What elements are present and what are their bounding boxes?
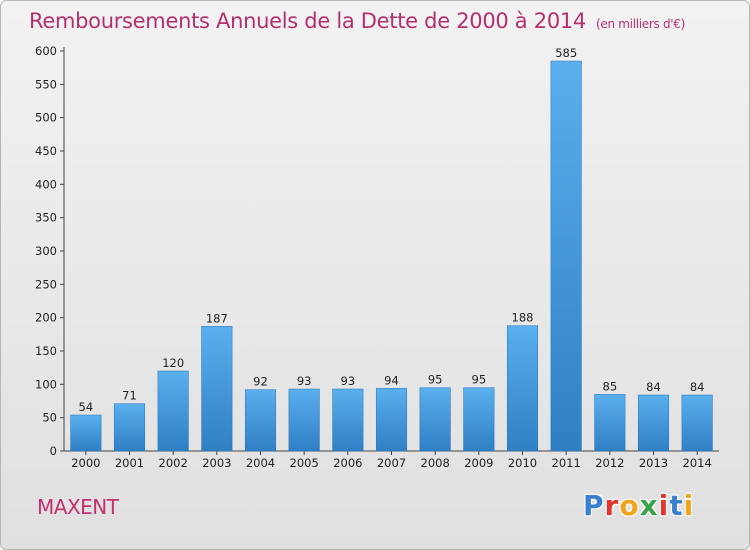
bar-value-label: 120 <box>162 356 184 370</box>
y-tick-label: 250 <box>35 277 57 291</box>
bar <box>157 370 189 452</box>
y-tick-label: 200 <box>35 311 57 325</box>
bar-value-label: 94 <box>384 373 399 387</box>
y-tick-label: 100 <box>35 377 57 391</box>
bar <box>201 326 233 452</box>
x-tick-label: 2007 <box>377 456 406 470</box>
bar <box>594 394 626 452</box>
logo-letter: x <box>639 489 659 522</box>
bar-value-label: 84 <box>646 380 661 394</box>
bar <box>550 60 582 452</box>
bar <box>375 388 408 452</box>
logo-letter: t <box>669 489 684 522</box>
commune-name: MAXENT <box>37 495 119 519</box>
bar <box>113 403 146 452</box>
bar-value-label: 585 <box>555 46 577 60</box>
x-tick-label: 2008 <box>421 456 450 470</box>
x-tick-label: 2006 <box>333 456 362 470</box>
chart-title: Remboursements Annuels de la Dette de 20… <box>29 9 685 33</box>
x-tick-label: 2003 <box>202 456 231 470</box>
logo-letter: o <box>619 489 640 522</box>
y-tick-label: 550 <box>35 77 57 91</box>
x-tick-label: 2013 <box>639 456 668 470</box>
y-tick-label: 400 <box>35 177 57 191</box>
bar <box>506 325 539 452</box>
bar-value-label: 93 <box>297 374 312 388</box>
y-tick-label: 150 <box>35 344 57 358</box>
y-tick-label: 0 <box>50 444 57 458</box>
logo-letter: P <box>583 489 605 522</box>
x-tick-label: 2004 <box>246 456 275 470</box>
x-tick-label: 2014 <box>683 456 712 470</box>
bar <box>637 394 670 452</box>
bar-value-label: 71 <box>122 389 137 403</box>
bar-value-label: 95 <box>472 373 487 387</box>
y-tick-label: 300 <box>35 244 57 258</box>
bar <box>244 389 277 452</box>
y-tick-label: 50 <box>42 411 57 425</box>
bar-value-label: 188 <box>512 311 534 325</box>
bar <box>70 414 102 452</box>
logo-letter: i <box>683 489 695 522</box>
bar-value-label: 54 <box>79 400 94 414</box>
logo-letter: r <box>604 489 620 522</box>
bar <box>681 394 713 452</box>
y-tick-label: 350 <box>35 211 57 225</box>
x-tick-label: 2010 <box>508 456 537 470</box>
x-tick-label: 2005 <box>290 456 319 470</box>
x-tick-label: 2002 <box>159 456 188 470</box>
bar-value-label: 187 <box>206 311 228 325</box>
x-tick-label: 2012 <box>595 456 624 470</box>
bar-value-label: 84 <box>690 380 705 394</box>
bar-value-label: 93 <box>341 374 356 388</box>
chart-bars: 54 71 120 187 92 93 93 94 95 95 188 585 85 84 84 <box>70 46 713 452</box>
x-tick-label: 2000 <box>71 456 100 470</box>
bar <box>288 388 320 452</box>
y-tick-label: 600 <box>35 44 57 58</box>
bar <box>463 387 495 452</box>
x-tick-label: 2011 <box>552 456 581 470</box>
bar <box>332 388 364 452</box>
y-tick-label: 500 <box>35 111 57 125</box>
chart-subtitle: (en milliers d'€) <box>596 17 686 31</box>
logo-letter: i <box>658 489 670 522</box>
bar-value-label: 92 <box>253 375 268 389</box>
bar-value-label: 85 <box>603 379 618 393</box>
proxiti-logo: Proxiti <box>583 489 694 522</box>
x-tick-label: 2009 <box>464 456 493 470</box>
y-tick-label: 450 <box>35 144 57 158</box>
bar-value-label: 95 <box>428 373 443 387</box>
chart-title-text: Remboursements Annuels de la Dette de 20… <box>29 9 586 33</box>
x-tick-label: 2001 <box>115 456 144 470</box>
chart-axes: 0 50 100 150 200 250 300 350 400 450 500 550 600 2000… <box>35 44 719 470</box>
bar <box>419 387 451 452</box>
